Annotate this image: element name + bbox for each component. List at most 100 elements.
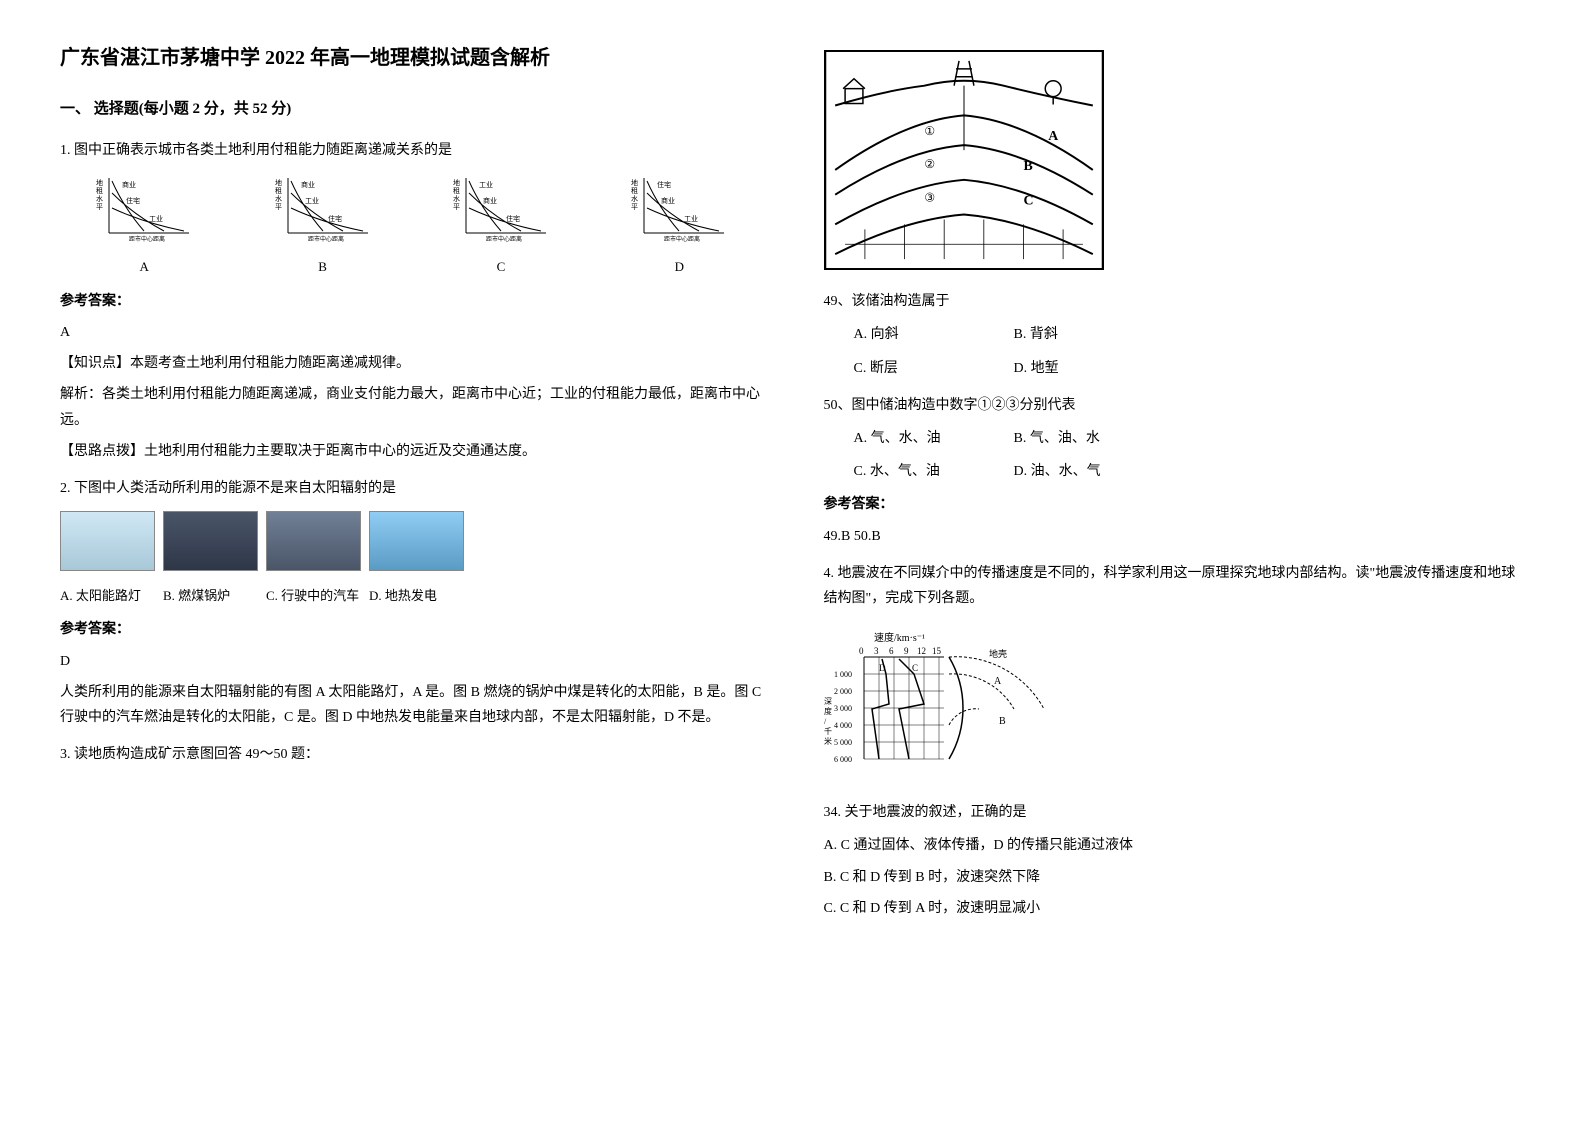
q34-opt-b: B. C 和 D 传到 B 时，波速突然下降 <box>824 865 1528 890</box>
svg-text:3 000: 3 000 <box>834 704 852 713</box>
q50-opt-a: A. 气、水、油 <box>854 426 974 451</box>
q2-text: 2. 下图中人类活动所利用的能源不是来自太阳辐射的是 <box>60 476 764 501</box>
svg-text:D: D <box>879 663 886 673</box>
svg-text:9: 9 <box>904 646 909 656</box>
q49-opt-d: D. 地堑 <box>1014 356 1134 381</box>
svg-text:工业: 工业 <box>684 214 698 223</box>
chart-a-label: A <box>60 255 228 278</box>
q49-row1: A. 向斜 B. 背斜 <box>854 322 1528 347</box>
rent-chart-c: 地 租 水 平 工业 商业 住宅 距市中心距离 <box>451 173 551 243</box>
svg-text:住宅: 住宅 <box>328 214 342 223</box>
q50-opt-c: C. 水、气、油 <box>854 459 974 484</box>
svg-text:速度/km·s⁻¹: 速度/km·s⁻¹ <box>874 631 925 644</box>
q1-explain2: 解析：各类土地利用付租能力随距离递减，商业支付能力最大，距离市中心近；工业的付租… <box>60 382 764 432</box>
q50-opt-b: B. 气、油、水 <box>1014 426 1134 451</box>
q50-row2: C. 水、气、油 D. 油、水、气 <box>854 459 1528 484</box>
svg-text:商业: 商业 <box>301 180 315 189</box>
svg-text:C: C <box>912 663 918 673</box>
svg-text:米: 米 <box>824 736 832 746</box>
q3-text: 3. 读地质构造成矿示意图回答 49～50 题： <box>60 742 764 767</box>
svg-text:地: 地 <box>631 178 638 187</box>
q50-opt-d: D. 油、水、气 <box>1014 459 1134 484</box>
q1-text: 1. 图中正确表示城市各类土地利用付租能力随距离递减关系的是 <box>60 138 764 163</box>
q49-opt-a: A. 向斜 <box>854 322 974 347</box>
svg-text:C: C <box>1023 194 1033 209</box>
q2-opt-d: D. 地热发电 <box>369 584 464 607</box>
right-column: ① A ② B ③ C 49、该储油构造属于 A. 向斜 <box>824 40 1528 933</box>
q2-img-a <box>60 511 155 571</box>
svg-text:平: 平 <box>275 203 282 211</box>
q4-text: 4. 地震波在不同媒介中的传播速度是不同的，科学家利用这一原理探究地球内部结构。… <box>824 561 1528 611</box>
question-1: 1. 图中正确表示城市各类土地利用付租能力随距离递减关系的是 地 租 水 平 商… <box>60 138 764 464</box>
q1-answer-label: 参考答案： <box>60 289 764 314</box>
svg-text:距市中心距离: 距市中心距离 <box>486 235 522 243</box>
svg-text:2 000: 2 000 <box>834 687 852 696</box>
svg-text:B: B <box>1023 159 1032 174</box>
q2-answer-label: 参考答案： <box>60 617 764 642</box>
svg-text:地: 地 <box>275 178 282 187</box>
question-3: 3. 读地质构造成矿示意图回答 49～50 题： <box>60 742 764 767</box>
svg-text:水: 水 <box>96 194 103 203</box>
page-title: 广东省湛江市茅塘中学 2022 年高一地理模拟试题含解析 <box>60 40 764 76</box>
chart-c: 地 租 水 平 工业 商业 住宅 距市中心距离 C <box>417 173 585 279</box>
svg-text:水: 水 <box>631 194 638 203</box>
svg-text:租: 租 <box>631 187 638 195</box>
svg-text:5 000: 5 000 <box>834 738 852 747</box>
svg-text:租: 租 <box>96 187 103 195</box>
svg-text:平: 平 <box>453 203 460 211</box>
svg-text:距市中心距离: 距市中心距离 <box>129 235 165 243</box>
q2-opt-a: A. 太阳能路灯 <box>60 584 155 607</box>
seismic-diagram: 速度/km·s⁻¹ 0 3 6 9 12 15 <box>824 629 1064 769</box>
chart-b-label: B <box>238 255 406 278</box>
q50-answer: 49.B 50.B <box>824 524 1528 549</box>
q34-text: 34. 关于地震波的叙述，正确的是 <box>824 800 1528 825</box>
svg-text:A: A <box>994 676 1002 687</box>
svg-text:商业: 商业 <box>122 180 136 189</box>
q2-img-d <box>369 511 464 571</box>
q49-text: 49、该储油构造属于 <box>824 289 1528 314</box>
svg-text:0: 0 <box>859 646 864 656</box>
q2-explain: 人类所利用的能源来自太阳辐射能的有图 A 太阳能路灯，A 是。图 B 燃烧的锅炉… <box>60 680 764 730</box>
q50-text: 50、图中储油构造中数字①②③分别代表 <box>824 393 1528 418</box>
svg-text:住宅: 住宅 <box>126 196 140 205</box>
geology-diagram: ① A ② B ③ C <box>824 50 1104 270</box>
svg-text:距市中心距离: 距市中心距离 <box>308 235 344 243</box>
q49-opt-b: B. 背斜 <box>1014 322 1134 347</box>
q34-opt-a: A. C 通过固体、液体传播，D 的传播只能通过液体 <box>824 833 1528 858</box>
svg-text:深: 深 <box>824 697 832 706</box>
svg-text:水: 水 <box>275 194 282 203</box>
svg-text:住宅: 住宅 <box>657 180 671 189</box>
svg-text:4 000: 4 000 <box>834 721 852 730</box>
svg-text:地: 地 <box>96 178 103 187</box>
q2-img-c <box>266 511 361 571</box>
q1-charts: 地 租 水 平 商业 住宅 工业 距市中心距离 A <box>60 173 764 279</box>
left-column: 广东省湛江市茅塘中学 2022 年高一地理模拟试题含解析 一、 选择题(每小题 … <box>60 40 764 933</box>
svg-text:工业: 工业 <box>149 214 163 223</box>
q2-opt-b: B. 燃煤锅炉 <box>163 584 258 607</box>
chart-b: 地 租 水 平 商业 工业 住宅 距市中心距离 B <box>238 173 406 279</box>
chart-d-label: D <box>595 255 763 278</box>
question-2: 2. 下图中人类活动所利用的能源不是来自太阳辐射的是 A. 太阳能路 <box>60 476 764 730</box>
svg-text:距市中心距离: 距市中心距离 <box>664 235 700 243</box>
section-heading: 一、 选择题(每小题 2 分，共 52 分) <box>60 96 764 123</box>
svg-text:商业: 商业 <box>661 196 675 205</box>
question-34: 34. 关于地震波的叙述，正确的是 A. C 通过固体、液体传播，D 的传播只能… <box>824 800 1528 921</box>
svg-text:平: 平 <box>631 203 638 211</box>
svg-text:3: 3 <box>874 646 879 656</box>
svg-text:租: 租 <box>275 187 282 195</box>
svg-text:A: A <box>1048 129 1058 144</box>
svg-text:工业: 工业 <box>305 196 319 205</box>
svg-text:③: ③ <box>924 191 935 205</box>
svg-text:6: 6 <box>889 646 894 656</box>
rent-chart-a: 地 租 水 平 商业 住宅 工业 距市中心距离 <box>94 173 194 243</box>
q2-answer: D <box>60 649 764 674</box>
svg-text:水: 水 <box>453 194 460 203</box>
q34-opt-c: C. C 和 D 传到 A 时，波速明显减小 <box>824 896 1528 921</box>
question-49: 49、该储油构造属于 A. 向斜 B. 背斜 C. 断层 D. 地堑 <box>824 289 1528 381</box>
svg-text:地壳: 地壳 <box>989 648 1007 659</box>
chart-c-label: C <box>417 255 585 278</box>
q1-answer: A <box>60 320 764 345</box>
svg-text:度: 度 <box>824 706 832 716</box>
svg-text:租: 租 <box>453 187 460 195</box>
q2-opt-c: C. 行驶中的汽车 <box>266 584 361 607</box>
